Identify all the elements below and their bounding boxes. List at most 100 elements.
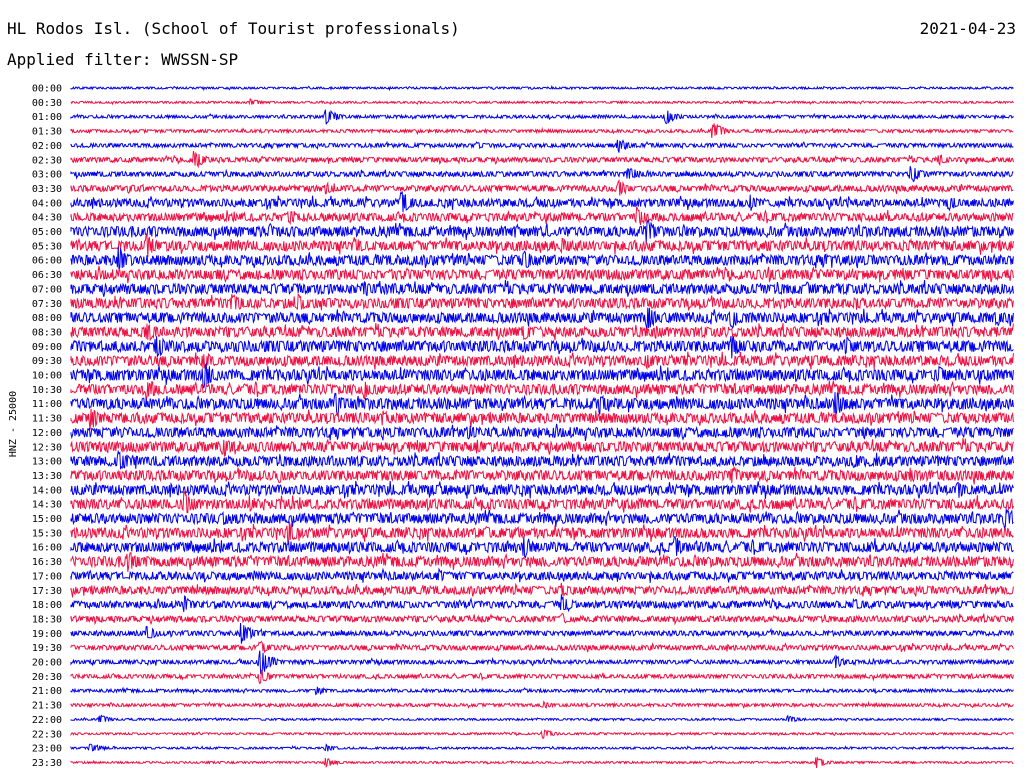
trace-0400	[70, 191, 1014, 213]
time-tick-label: 23:30	[32, 758, 62, 769]
time-tick-label: 21:30	[32, 701, 62, 712]
trace-1530	[70, 521, 1014, 546]
trace-2230	[70, 729, 1014, 740]
trace-0230	[70, 150, 1014, 169]
trace-1830	[70, 613, 1014, 626]
time-tick-label: 12:30	[32, 442, 62, 453]
trace-1400	[70, 480, 1014, 499]
trace-1300	[70, 449, 1014, 470]
time-tick-label: 03:00	[32, 170, 62, 181]
trace-0700	[70, 279, 1014, 297]
time-tick-label: 02:00	[32, 141, 62, 152]
trace-0300	[70, 166, 1014, 183]
filter-label: Applied filter: WWSSN-SP	[7, 50, 239, 69]
trace-1130	[70, 408, 1014, 430]
time-tick-label: 12:00	[32, 428, 62, 439]
trace-0900	[70, 335, 1014, 359]
trace-1800	[70, 594, 1014, 613]
time-tick-label: 10:00	[32, 371, 62, 382]
trace-0030	[70, 97, 1014, 106]
trace-0630	[70, 265, 1014, 284]
y-axis-title: HNZ - 25000	[8, 391, 19, 457]
trace-0800	[70, 307, 1014, 330]
trace-0000	[70, 84, 1014, 92]
time-tick-label: 05:00	[32, 227, 62, 238]
time-tick-label: 20:30	[32, 672, 62, 683]
time-tick-label: 17:30	[32, 586, 62, 597]
trace-2000	[70, 650, 1014, 675]
trace-0830	[70, 323, 1014, 342]
time-tick-label: 19:00	[32, 629, 62, 640]
time-tick-label: 07:30	[32, 299, 62, 310]
time-tick-label: 00:00	[32, 84, 62, 95]
time-tick-label: 07:00	[32, 284, 62, 295]
time-tick-label: 01:30	[32, 127, 62, 138]
trace-1930	[70, 640, 1014, 654]
time-tick-label: 10:30	[32, 385, 62, 396]
time-tick-label: 09:00	[32, 342, 62, 353]
time-tick-labels: 00:00 00:30 01:00 01:30 02:00 02:30 03:00 03:30…	[32, 84, 62, 769]
time-tick-label: 14:00	[32, 485, 62, 496]
time-tick-label: 18:30	[32, 614, 62, 625]
time-tick-label: 11:30	[32, 414, 62, 425]
trace-2330	[70, 756, 1014, 769]
trace-0600	[70, 246, 1014, 270]
trace-1500	[70, 509, 1014, 530]
time-tick-label: 21:00	[32, 686, 62, 697]
time-tick-label: 14:30	[32, 500, 62, 511]
time-tick-label: 11:00	[32, 399, 62, 410]
time-tick-label: 00:30	[32, 98, 62, 109]
y-axis-label: HNZ - 25000	[8, 391, 19, 457]
time-tick-label: 19:30	[32, 643, 62, 654]
time-tick-label: 18:00	[32, 600, 62, 611]
time-tick-label: 06:00	[32, 256, 62, 267]
trace-0730	[70, 292, 1014, 311]
trace-1100	[70, 392, 1014, 417]
time-tick-label: 22:00	[32, 715, 62, 726]
trace-1200	[70, 423, 1014, 441]
trace-2100	[70, 686, 1014, 696]
trace-1230	[70, 437, 1014, 457]
time-tick-label: 08:30	[32, 327, 62, 338]
trace-1730	[70, 582, 1014, 599]
trace-0130	[70, 123, 1014, 139]
time-tick-label: 02:30	[32, 155, 62, 166]
trace-1030	[70, 380, 1014, 401]
date-label: 2021-04-23	[919, 19, 1016, 38]
trace-1630	[70, 552, 1014, 572]
time-tick-label: 08:00	[32, 313, 62, 324]
time-tick-label: 09:30	[32, 356, 62, 367]
trace-1600	[70, 535, 1014, 559]
time-tick-label: 16:30	[32, 557, 62, 568]
time-tick-label: 23:00	[32, 744, 62, 755]
time-tick-label: 03:30	[32, 184, 62, 195]
trace-0530	[70, 232, 1014, 258]
time-tick-label: 15:30	[32, 528, 62, 539]
time-tick-label: 17:00	[32, 571, 62, 582]
time-tick-label: 04:00	[32, 198, 62, 209]
trace-2300	[70, 743, 1014, 752]
trace-2200	[70, 714, 1014, 723]
time-tick-label: 15:00	[32, 514, 62, 525]
trace-0330	[70, 179, 1014, 196]
trace-0500	[70, 219, 1014, 244]
trace-1330	[70, 466, 1014, 485]
time-tick-label: 20:00	[32, 658, 62, 669]
time-tick-label: 13:00	[32, 457, 62, 468]
trace-0430	[70, 206, 1014, 226]
trace-1000	[70, 362, 1014, 389]
time-tick-label: 05:30	[32, 241, 62, 252]
time-tick-label: 13:30	[32, 471, 62, 482]
seismic-traces	[70, 84, 1014, 769]
time-tick-label: 22:30	[32, 729, 62, 740]
time-tick-label: 01:00	[32, 112, 62, 123]
station-title: HL Rodos Isl. (School of Tourist profess…	[7, 19, 460, 38]
time-tick-label: 16:00	[32, 543, 62, 554]
trace-2030	[70, 669, 1014, 685]
trace-1430	[70, 490, 1014, 514]
trace-1700	[70, 567, 1014, 583]
trace-1900	[70, 622, 1014, 644]
trace-0200	[70, 139, 1014, 153]
time-tick-label: 06:30	[32, 270, 62, 281]
